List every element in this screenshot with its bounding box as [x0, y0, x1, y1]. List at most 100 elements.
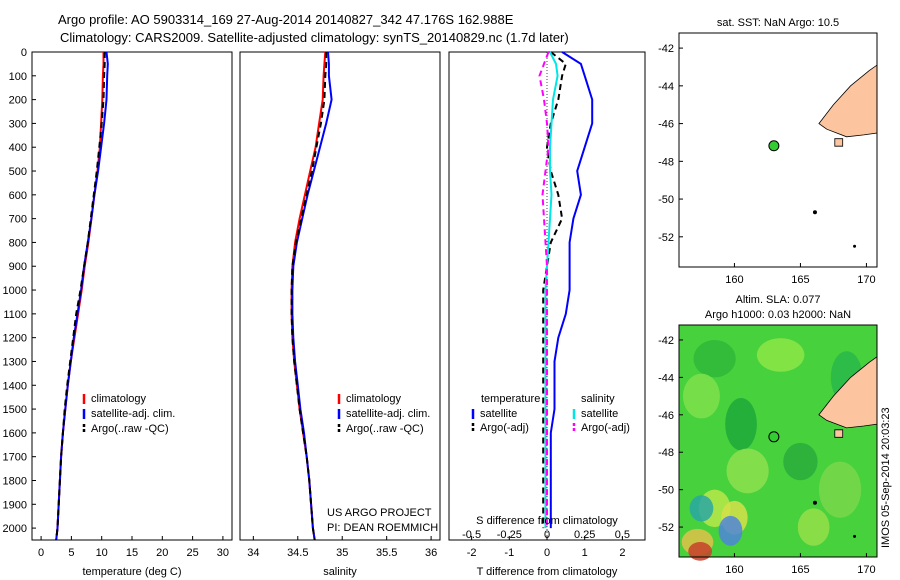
y-tick-label: 1500	[3, 404, 27, 416]
sst-map-frame	[678, 32, 878, 268]
y-tick-label: 2000	[3, 523, 27, 535]
y-tick-label: 300	[9, 118, 27, 130]
series-line-sat	[291, 51, 333, 541]
island-small	[853, 244, 857, 248]
x-tick-label: 165	[791, 274, 809, 286]
sla-anomaly-patch	[756, 338, 805, 372]
series-line-argo	[542, 51, 567, 529]
legend-title: salinity	[581, 393, 615, 405]
float-position-marker	[768, 140, 780, 152]
series-line-sat	[549, 51, 594, 529]
x-axis-label: salinity	[323, 566, 357, 578]
y-tick-label: 0	[21, 47, 27, 59]
x-tick-label: 165	[791, 564, 809, 576]
sla-anomaly-patch	[718, 515, 743, 546]
sla-anomaly-patch	[797, 508, 830, 546]
island-small	[812, 500, 817, 505]
island-small	[853, 534, 857, 538]
y-tick-label: 1700	[3, 452, 27, 464]
float-position-marker	[768, 431, 780, 443]
legend-label: Argo(..raw -QC)	[91, 423, 169, 435]
sla-map-frame	[678, 324, 878, 558]
x-tick-label: 0	[544, 547, 550, 559]
figure-title-line2: Climatology: CARS2009. Satellite-adjuste…	[60, 30, 569, 45]
x-tick-label-s: 0	[544, 529, 550, 541]
x-tick-label: 10	[96, 547, 108, 559]
y-tick-label: 400	[9, 142, 27, 154]
sla-anomaly-patch	[689, 495, 714, 522]
island	[834, 429, 844, 438]
y-tick-label: 1900	[3, 499, 27, 511]
legend-label: satellite-adj. clim.	[91, 408, 175, 420]
y-tick-label: -48	[658, 447, 674, 459]
legend-title: temperature	[481, 393, 540, 405]
sla-map-panel: -42 -44 -46 -48 -50 -52 160 165 170 Altim. SLA: 0…	[658, 294, 878, 576]
x-tick-label: 35	[336, 547, 348, 559]
sla-anomaly-patch	[726, 448, 769, 494]
x-tick-label-s: 0.5	[615, 529, 630, 541]
island	[834, 138, 844, 147]
series-line-s_sat	[544, 51, 559, 529]
legend-label: Argo(-adj)	[581, 422, 630, 434]
sst-map-title: sat. SST: NaN Argo: 10.5	[717, 17, 839, 29]
x-tick-label: 0	[38, 547, 44, 559]
side-stamp: IMOS 05-Sep-2014 20:03:23	[880, 407, 892, 548]
x-tick-label: 170	[857, 274, 875, 286]
legend-label: climatology	[346, 393, 402, 405]
y-tick-label: 1400	[3, 380, 27, 392]
x-tick-label: 25	[186, 547, 198, 559]
legend-label: climatology	[91, 393, 147, 405]
x-tick-label: 34.5	[287, 547, 308, 559]
land-mass	[818, 64, 878, 138]
y-tick-label: 1100	[3, 309, 27, 321]
credit-line2: PI: DEAN ROEMMICH	[327, 522, 438, 534]
x-tick-label: 34	[247, 547, 259, 559]
x-tick-label: 5	[68, 547, 74, 559]
y-tick-label: 700	[9, 214, 27, 226]
x-tick-label: 170	[857, 564, 875, 576]
y-tick-label: -46	[658, 410, 674, 422]
y-tick-label: 600	[9, 190, 27, 202]
sla-anomaly-patch	[693, 339, 736, 378]
y-tick-label: -48	[658, 156, 674, 168]
y-tick-label: 800	[9, 237, 27, 249]
y-tick-label: 100	[9, 71, 27, 83]
y-tick-label: -44	[658, 81, 674, 93]
sla-anomaly-patch	[818, 461, 862, 518]
island-small	[812, 210, 817, 215]
x-axis-label-top: S difference from climatology	[476, 515, 618, 527]
x-axis-label: T difference from climatology	[477, 566, 618, 578]
y-tick-label: -44	[658, 372, 674, 384]
x-tick-label: 15	[126, 547, 138, 559]
y-tick-label: -42	[658, 43, 674, 55]
salinity-frame	[239, 51, 441, 541]
y-tick-label: -46	[658, 119, 674, 131]
x-tick-label: 160	[725, 274, 743, 286]
y-tick-label: 500	[9, 166, 27, 178]
x-tick-label: 36	[425, 547, 437, 559]
y-tick-label: 200	[9, 95, 27, 107]
sla-map-subtitle: Argo h1000: 0.03 h2000: NaN	[705, 309, 851, 321]
credit-line1: US ARGO PROJECT	[327, 507, 432, 519]
sla-anomaly-patch	[783, 442, 818, 481]
difference-profile-panel: -2 -1 0 1 2T difference from climatology temp…	[448, 51, 646, 578]
temperature-frame	[31, 51, 233, 541]
x-tick-label-s: 0.25	[574, 529, 595, 541]
sst-map-panel: -42 -44 -46 -48 -50 -52 160 165 170 sat. SST: NaN…	[658, 17, 878, 286]
sla-anomaly-patch	[688, 542, 712, 561]
x-tick-label: 30	[217, 547, 229, 559]
y-tick-label: -50	[658, 485, 674, 497]
series-line-argo	[55, 52, 106, 541]
y-tick-label: 1200	[3, 333, 27, 345]
legend-label: satellite	[581, 408, 618, 420]
legend-label: satellite-adj. clim.	[346, 408, 430, 420]
y-tick-label: -42	[658, 335, 674, 347]
salinity-profile-panel: 34 34.5 35 35.5 36 salinity climatology satelli…	[239, 51, 441, 578]
x-tick-label: -2	[467, 547, 477, 559]
y-tick-label: -50	[658, 194, 674, 206]
sla-map-title: Altim. SLA: 0.077	[736, 294, 821, 306]
legend-label: satellite	[480, 408, 517, 420]
x-tick-label: 160	[725, 564, 743, 576]
temperature-profile-panel: 0100200300400500600700800900100011001200…	[3, 47, 233, 578]
